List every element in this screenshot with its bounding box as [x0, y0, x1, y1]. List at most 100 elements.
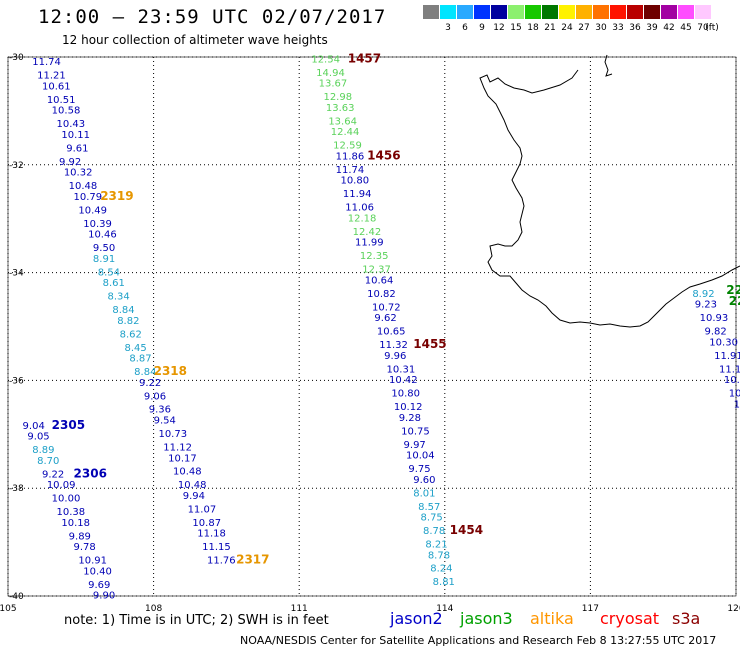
- australia-coastline: [479, 69, 740, 328]
- swh-value-label: 8.78: [423, 526, 445, 537]
- swh-value-label: 10.11: [61, 130, 90, 141]
- swh-value-label: 11.76: [207, 556, 236, 567]
- pass-time-label: 2317: [236, 553, 269, 567]
- swh-value-label: 11.06: [345, 203, 374, 214]
- swh-value-label: 10.73: [158, 429, 187, 440]
- swh-value-label: 8.81: [433, 577, 455, 588]
- swh-value-label: 14.94: [316, 68, 345, 79]
- pass-time-label: 1457: [348, 51, 381, 65]
- lon-tick-label: 108: [145, 604, 162, 614]
- swh-value-label: 9.75: [408, 464, 430, 475]
- swh-value-label: 10.64: [365, 275, 394, 286]
- swh-value-label: 8.61: [103, 278, 125, 289]
- swh-value-label: 8.21: [425, 539, 447, 550]
- swh-value-label: 8.45: [124, 343, 146, 354]
- legend-label: 45: [680, 23, 692, 33]
- legend-swatch: [423, 5, 439, 19]
- swh-value-label: 8.82: [117, 316, 139, 327]
- pass-time-label: 2319: [100, 189, 133, 203]
- swh-value-label: 9.69: [88, 580, 110, 591]
- swh-value-label: 10.65: [377, 327, 406, 338]
- legend-swatch: [457, 5, 473, 19]
- lon-tick-label: 111: [291, 604, 308, 614]
- swh-value-label: 10.80: [340, 176, 369, 187]
- swh-value-label: 13.67: [319, 79, 348, 90]
- lat-tick-label: -36: [9, 376, 24, 386]
- swh-value-label: 13.64: [328, 116, 357, 127]
- legend-label: 39: [646, 23, 658, 33]
- swh-value-label: 11.91: [714, 351, 740, 362]
- swh-value-label: 8.89: [32, 445, 54, 456]
- legend-label: 27: [578, 23, 590, 33]
- pass-time-label: 22: [729, 294, 740, 308]
- swh-value-label: 10.43: [57, 119, 86, 130]
- swh-value-label: 12.54: [311, 54, 340, 65]
- satellite-jason3: jason3: [460, 609, 513, 628]
- lon-tick-label: 117: [582, 604, 599, 614]
- legend-swatch: [559, 5, 575, 19]
- lat-tick-label: -38: [9, 484, 24, 494]
- legend-swatch: [491, 5, 507, 19]
- legend-label: 42: [663, 23, 675, 33]
- satellite-s3a: s3a: [672, 609, 701, 628]
- swh-value-label: 11.99: [355, 238, 384, 249]
- swh-value-label: 10.00: [52, 494, 81, 505]
- swh-value-label: 11.74: [32, 57, 61, 68]
- legend-swatch: [576, 5, 592, 19]
- swh-value-label: 9.22: [139, 378, 161, 389]
- swh-value-label: 10.91: [78, 556, 107, 567]
- swh-value-label: 10.31: [387, 364, 416, 375]
- swh-value-label: 9.61: [66, 143, 88, 154]
- legend-label: 18: [527, 23, 539, 33]
- legend-swatch: [474, 5, 490, 19]
- swh-value-label: 11.07: [188, 504, 217, 515]
- swh-value-label: 11.18: [197, 529, 226, 540]
- pass-times: 2319 2318 2305 2306 2317 1457 1456 1455 1454 2202…: [52, 51, 740, 566]
- legend-label: 15: [510, 23, 522, 33]
- pass-time-label: 1455: [413, 337, 446, 351]
- lon-tick-label: 105: [0, 604, 17, 614]
- lon-tick-label: 114: [436, 604, 453, 614]
- swh-value-label: 10.46: [88, 230, 117, 241]
- island-outline: [604, 54, 613, 77]
- legend-label: 3: [445, 23, 451, 33]
- swh-value-label: 10.58: [52, 106, 81, 117]
- pass-time-label: 1456: [367, 148, 400, 162]
- lat-tick-label: -40: [9, 592, 24, 602]
- swh-value-label: 9.92: [59, 157, 81, 168]
- swh-value-label: 10.48: [173, 467, 202, 478]
- legend-swatch: [678, 5, 694, 19]
- legend-label: 33: [612, 23, 624, 33]
- swh-value-label: 10.39: [83, 219, 112, 230]
- map-border: [7, 56, 737, 597]
- grid-lines: [7, 56, 737, 597]
- swh-value-label: 11.12: [163, 442, 192, 453]
- lon-tick-label: 120: [727, 604, 740, 614]
- swh-value-label: 8.70: [37, 456, 59, 467]
- legend-label: 36: [629, 23, 641, 33]
- footnote: note: 1) Time is in UTC; 2) SWH is in fe…: [64, 613, 329, 628]
- swh-value-label: 9.90: [93, 591, 115, 602]
- legend-label: 24: [561, 23, 573, 33]
- legend-unit: (ft): [705, 23, 719, 33]
- swh-value-label: 10.17: [168, 453, 197, 464]
- swh-value-label: 11.13: [719, 364, 740, 375]
- swh-value-label: 9.60: [413, 475, 435, 486]
- swh-value-label: 9.28: [399, 413, 421, 424]
- satellite-jason2: jason2: [390, 609, 443, 628]
- pass-time-label: 220: [726, 283, 740, 297]
- satellite-altika: altika: [530, 609, 574, 628]
- pass-time-label: 2306: [74, 466, 107, 480]
- pass-time-label: 2318: [154, 364, 187, 378]
- swh-value-label: 11.21: [37, 71, 66, 82]
- swh-value-label: 10.49: [78, 205, 107, 216]
- swh-value-label: 10.75: [401, 426, 430, 437]
- swh-value-label: 8.01: [413, 488, 435, 499]
- swh-value-label: 9.82: [704, 327, 726, 338]
- swh-value-label: 10.32: [64, 168, 93, 179]
- legend-label: 30: [595, 23, 607, 33]
- swh-value-label: 8.62: [120, 329, 142, 340]
- swh-value-label: 9.96: [384, 351, 406, 362]
- swh-value-label: 9.23: [695, 300, 717, 311]
